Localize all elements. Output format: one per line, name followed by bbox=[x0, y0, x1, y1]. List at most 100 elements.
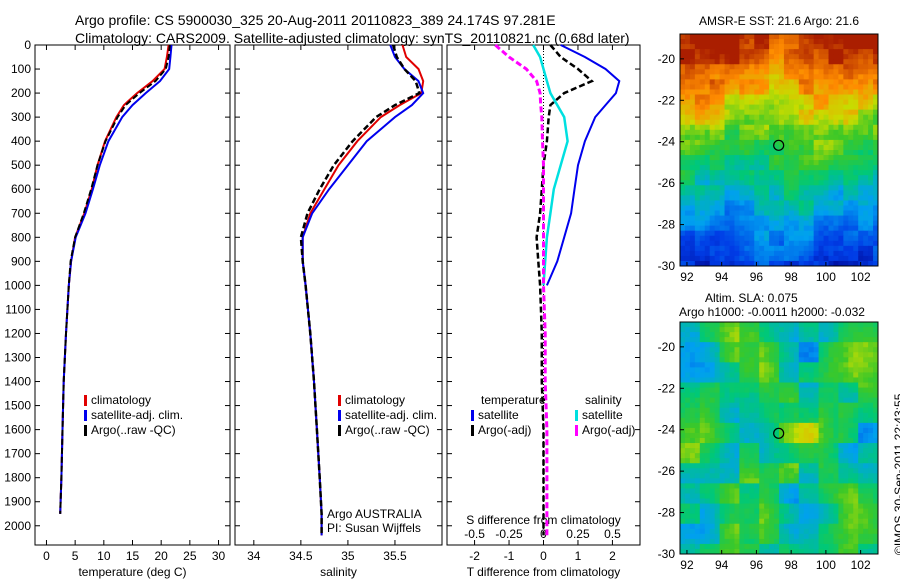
map-cell bbox=[873, 74, 879, 80]
map-cell bbox=[808, 548, 815, 555]
map-cell bbox=[764, 443, 770, 449]
map-cell bbox=[764, 89, 770, 96]
map-cell bbox=[724, 79, 730, 85]
map-cell bbox=[744, 342, 750, 348]
map-cell bbox=[783, 372, 790, 378]
map-cell bbox=[863, 44, 869, 50]
map-cell bbox=[764, 483, 770, 489]
map-cell bbox=[754, 422, 760, 429]
map-cell bbox=[719, 49, 726, 55]
map-cell bbox=[749, 79, 755, 85]
map-cell bbox=[818, 448, 825, 454]
map-cell bbox=[779, 200, 785, 206]
map-cell bbox=[873, 185, 879, 191]
map-cell bbox=[868, 220, 874, 227]
map-cell bbox=[694, 453, 701, 459]
map-cell bbox=[694, 357, 701, 363]
map-cell bbox=[709, 59, 716, 65]
map-cell bbox=[680, 523, 686, 530]
map-cell bbox=[853, 124, 859, 131]
map-cell bbox=[873, 377, 879, 384]
map-cell bbox=[680, 84, 686, 90]
map-cell bbox=[719, 392, 726, 399]
map-cell bbox=[828, 513, 834, 520]
map-cell bbox=[863, 528, 869, 535]
map-cell bbox=[798, 407, 805, 414]
map-cell bbox=[833, 230, 839, 237]
map-cell bbox=[853, 488, 859, 494]
map-cell bbox=[769, 397, 775, 404]
map-cell bbox=[680, 124, 686, 131]
map-cell bbox=[749, 170, 755, 176]
map-cell bbox=[699, 463, 706, 469]
map-cell bbox=[774, 240, 780, 247]
map-cell bbox=[813, 215, 820, 222]
map-cell bbox=[779, 134, 785, 141]
map-cell bbox=[749, 144, 755, 151]
map-cell bbox=[863, 195, 869, 201]
map-cell bbox=[689, 54, 696, 60]
map-cell bbox=[808, 357, 815, 363]
map-cell bbox=[764, 382, 770, 389]
map-cell bbox=[803, 548, 810, 555]
map-cell bbox=[813, 230, 820, 237]
map-cell bbox=[744, 129, 750, 136]
map-cell bbox=[769, 240, 775, 247]
map-cell bbox=[719, 44, 726, 50]
map-cell bbox=[729, 225, 735, 232]
map-cell bbox=[754, 44, 760, 50]
y-tick-label: 200 bbox=[11, 86, 31, 100]
map-cell bbox=[823, 109, 829, 116]
map-cell bbox=[774, 64, 780, 70]
map-cell bbox=[808, 44, 815, 50]
map-cell bbox=[764, 200, 770, 206]
map-cell bbox=[684, 458, 691, 464]
map-cell bbox=[833, 69, 839, 75]
map-cell bbox=[863, 215, 869, 222]
map-cell bbox=[803, 327, 810, 333]
map-cell bbox=[729, 175, 735, 181]
map-cell bbox=[808, 443, 815, 449]
map-cell bbox=[764, 230, 770, 237]
map-cell bbox=[808, 427, 815, 434]
map-cell bbox=[793, 155, 800, 161]
map-cell bbox=[868, 160, 874, 166]
map-cell bbox=[873, 372, 879, 378]
map-cell bbox=[694, 64, 701, 70]
map-cell bbox=[774, 508, 780, 515]
map-cell bbox=[853, 483, 859, 489]
map-cell bbox=[808, 382, 815, 389]
map-cell bbox=[783, 245, 790, 252]
map-cell bbox=[729, 362, 735, 368]
map-cell bbox=[828, 458, 834, 464]
map-cell bbox=[709, 478, 716, 484]
map-cell bbox=[739, 49, 745, 55]
map-cell bbox=[843, 44, 849, 50]
y-tick-label: 500 bbox=[11, 158, 31, 172]
map-cell bbox=[754, 175, 760, 181]
map-cell bbox=[828, 114, 834, 121]
map-cell bbox=[769, 139, 775, 146]
map-cell bbox=[714, 200, 721, 206]
map-cell bbox=[704, 129, 711, 136]
map-cell bbox=[739, 250, 745, 257]
map-cell bbox=[689, 508, 696, 515]
map-cell bbox=[833, 493, 839, 500]
map-cell bbox=[838, 150, 844, 156]
map-cell bbox=[769, 114, 775, 121]
map-cell bbox=[694, 225, 701, 232]
map-cell bbox=[818, 322, 825, 328]
map-cell bbox=[699, 165, 706, 171]
map-cell bbox=[853, 438, 859, 444]
map-cell bbox=[828, 448, 834, 454]
map-cell bbox=[684, 195, 691, 201]
map-cell bbox=[719, 362, 726, 368]
map-cell bbox=[818, 129, 825, 136]
map-cell bbox=[709, 493, 716, 500]
map-cell bbox=[680, 407, 686, 414]
map-cell bbox=[798, 84, 805, 90]
map-cell bbox=[714, 483, 721, 489]
map-cell bbox=[764, 468, 770, 474]
map-cell bbox=[823, 180, 829, 186]
map-cell bbox=[868, 478, 874, 484]
